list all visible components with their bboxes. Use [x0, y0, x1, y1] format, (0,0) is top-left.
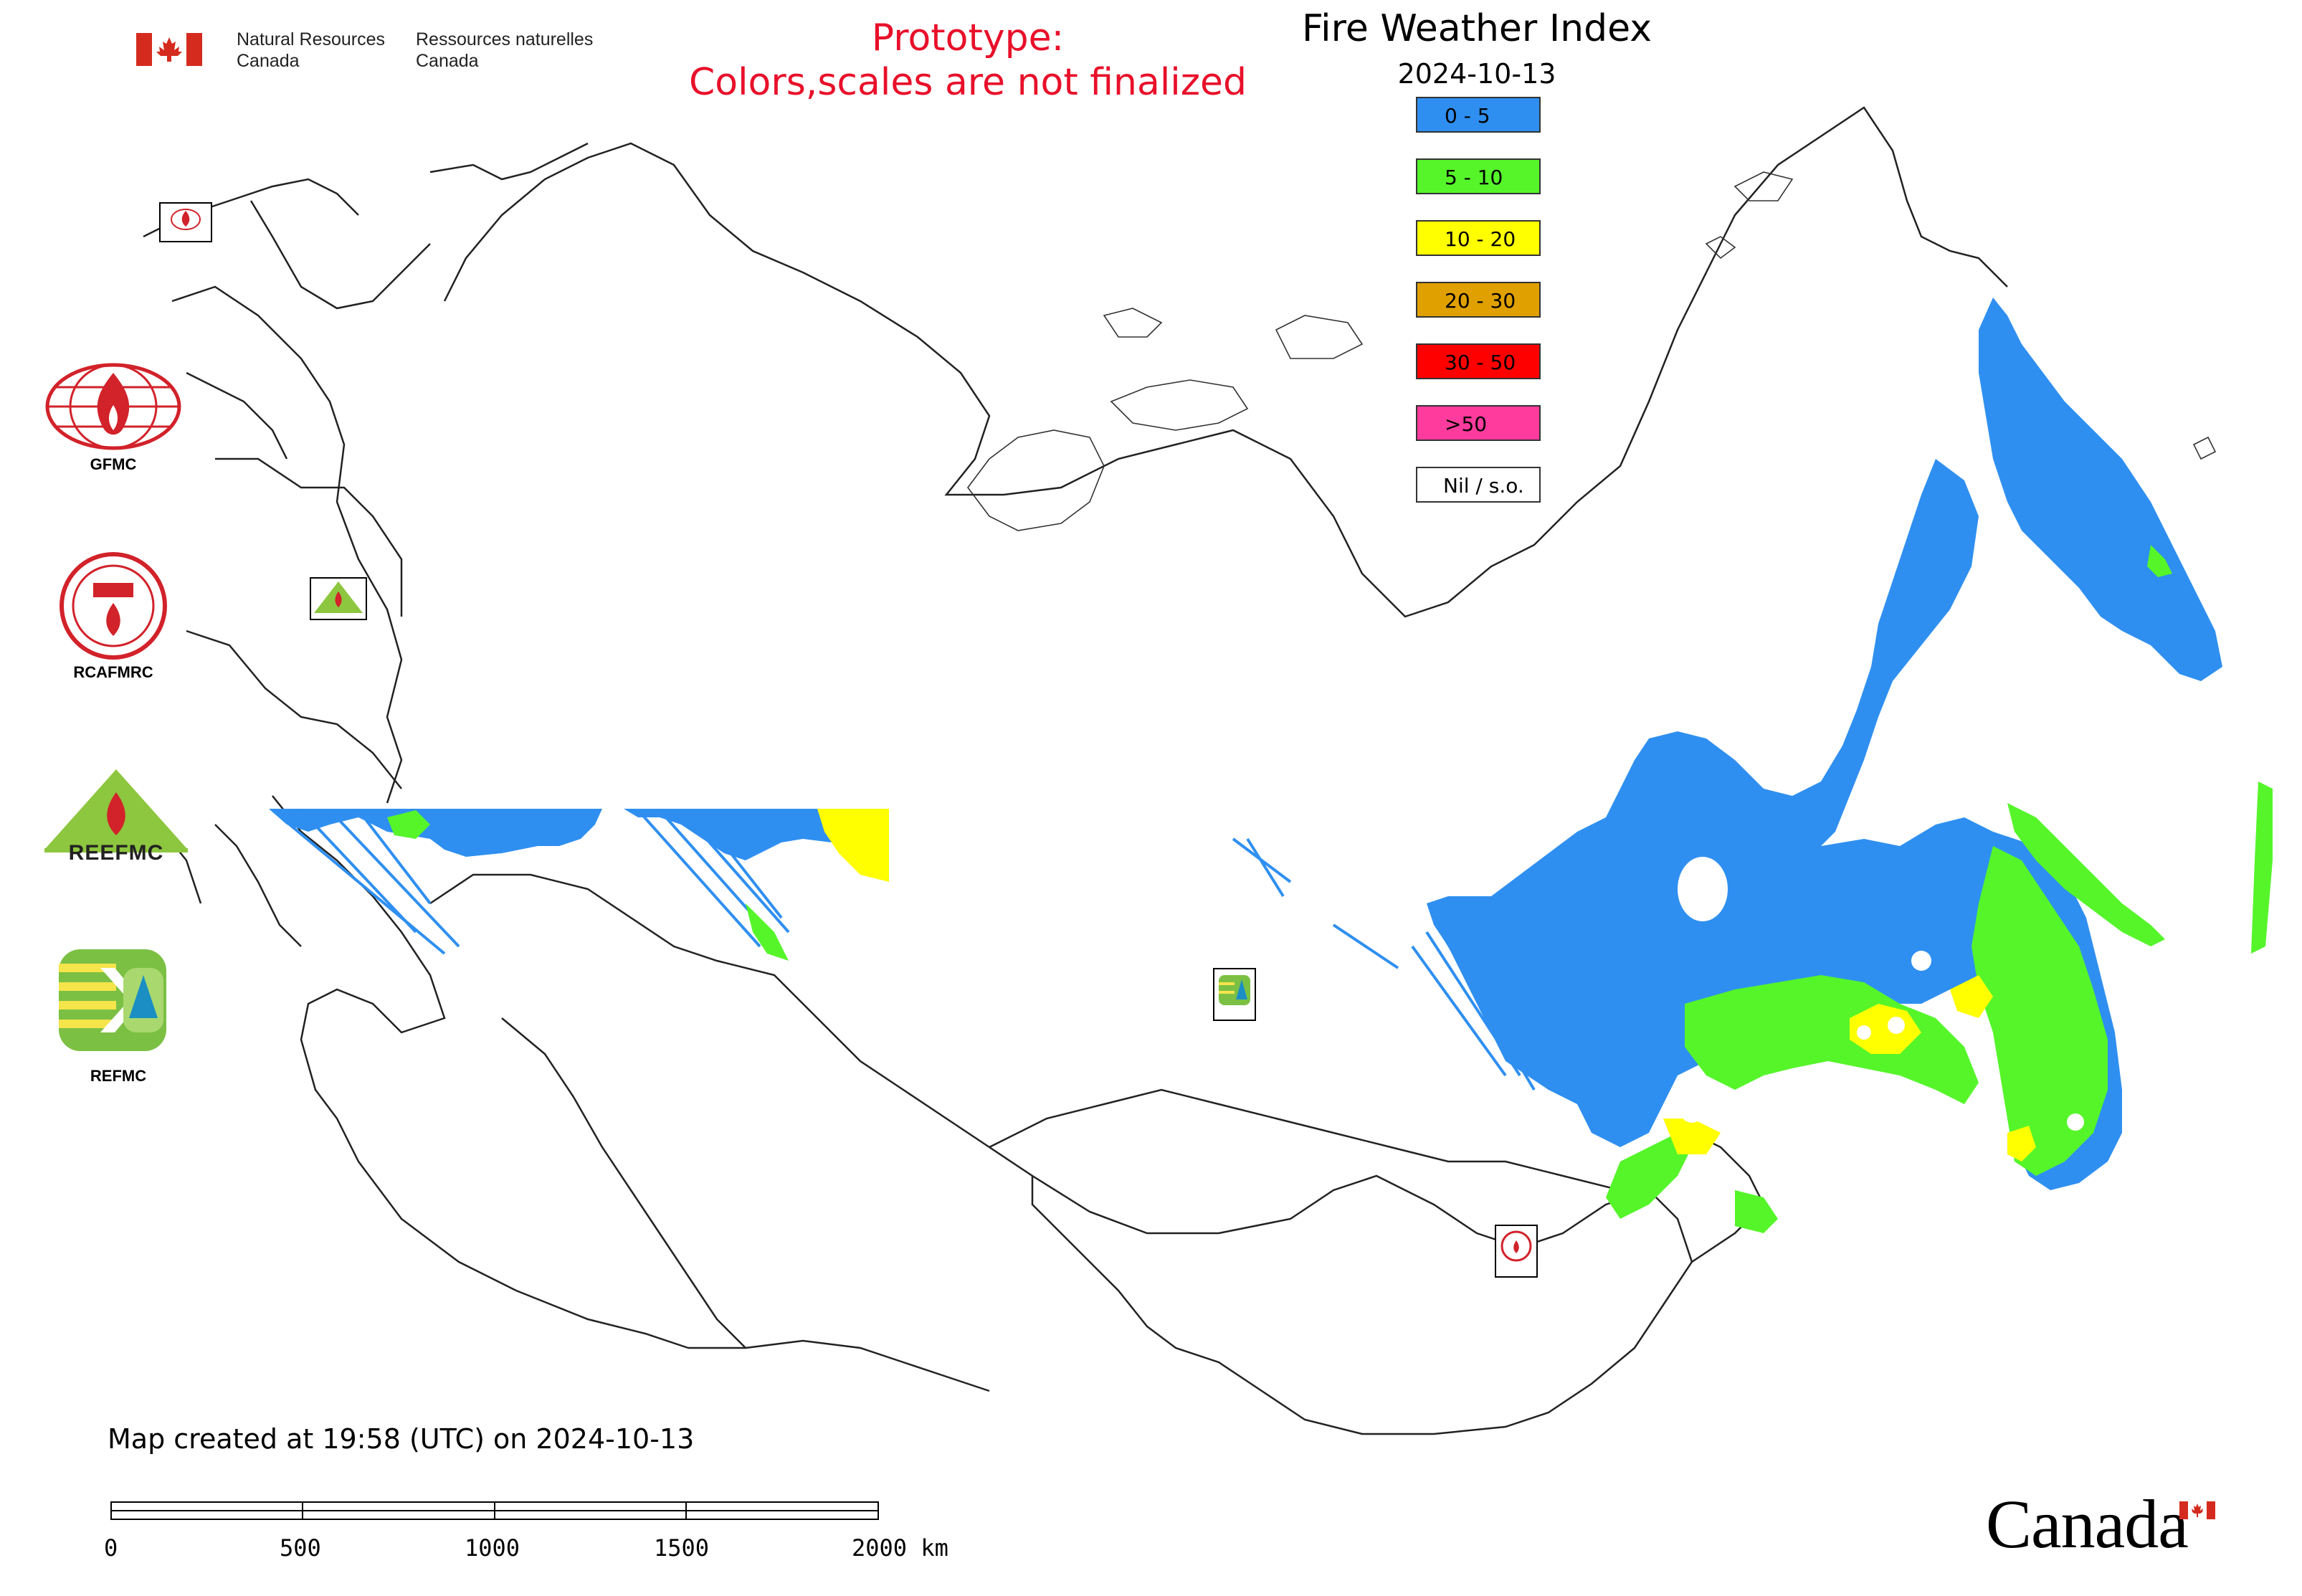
canada-wordmark-flag-icon: [2179, 1501, 2215, 1519]
legend-item-nil: Nil / s.o.: [1416, 467, 1541, 503]
scale-label-1000: 1000: [465, 1534, 520, 1562]
gfmc-map-marker[interactable]: [159, 202, 212, 242]
fwi-nil-holes: [1678, 857, 2084, 1131]
fwi-region-yellow-mongolia-border: [1663, 1118, 1721, 1154]
fwi-region-blue-yakutia: [1427, 459, 2122, 1190]
legend-item-0-5: 0 - 5: [1416, 97, 1541, 133]
scale-label-0: 0: [104, 1534, 118, 1562]
fwi-shading-yellow: [817, 809, 2036, 1162]
scale-label-500: 500: [280, 1534, 321, 1562]
map-date: 2024-10-13: [1397, 58, 1556, 90]
coastline-details: [967, 171, 2217, 531]
country-boundaries: [100, 106, 2008, 1435]
fwi-region-blue-west: [269, 809, 602, 857]
fwi-region-yellow-amur-2: [1950, 975, 1993, 1018]
map-title: Fire Weather Index: [1302, 7, 1652, 50]
legend-item-over-50: >50: [1416, 405, 1541, 441]
fwi-region-green-patch-east: [1735, 1190, 1778, 1233]
fwi-shading: [269, 298, 2222, 1190]
fwi-region-green-south: [1606, 1133, 1692, 1219]
legend-item-5-10: 5 - 10: [1416, 158, 1541, 194]
prototype-notice-line1: Prototype:: [871, 16, 1065, 60]
map-creation-timestamp: Map created at 19:58 (UTC) on 2024-10-13: [108, 1423, 695, 1455]
rcafmrc-marker-icon: [1500, 1230, 1532, 1262]
fwi-region-green-primorye: [1972, 846, 2108, 1176]
fwi-region-green-west-patch: [387, 810, 430, 839]
gfmc-label: GFMC: [90, 455, 137, 473]
scale-label-2000: 2000 km: [852, 1534, 948, 1562]
canada-flag-icon: [136, 33, 202, 66]
gfmc-globe-icon: [45, 363, 181, 450]
fwi-shading-green: [387, 545, 2273, 1233]
scale-label-1500: 1500: [654, 1534, 710, 1562]
scale-bar: [110, 1501, 879, 1520]
fwi-region-green-amur: [1685, 975, 1979, 1104]
nrcan-english-name: Natural Resources Canada: [237, 29, 386, 71]
canada-wordmark: Canada: [1986, 1486, 2189, 1562]
prototype-notice: Prototype: Colors,scales are not finaliz…: [645, 16, 1290, 105]
rcafmrc-seal-icon: [60, 552, 167, 660]
rcafmrc-logo[interactable]: RCAFMRC: [42, 548, 185, 692]
fwi-region-yellow-central: [817, 809, 889, 882]
gfmc-marker-icon: [171, 209, 201, 230]
refmc-marker-icon: [1219, 975, 1250, 1005]
reefmc-triangle-icon: [44, 769, 188, 852]
nrcan-french-name: Ressources naturelles Canada: [416, 29, 594, 71]
reefmc-map-marker[interactable]: [310, 577, 367, 620]
legend-item-30-50: 30 - 50: [1416, 343, 1541, 379]
fwi-region-blue-central: [624, 809, 832, 860]
fwi-region-green-kamchatka-tip: [2147, 545, 2172, 577]
fwi-region-blue-far-east: [1979, 298, 2222, 681]
refmc-logo[interactable]: REFMC: [57, 946, 179, 1090]
fwi-region-yellow-amur: [1850, 1004, 1921, 1054]
gfmc-logo[interactable]: GFMC: [42, 362, 185, 484]
fwi-region-green-islands: [2251, 782, 2273, 954]
reefmc-logo[interactable]: REEFMC: [37, 764, 195, 871]
refmc-map-marker[interactable]: [1213, 968, 1256, 1021]
nrcan-signature: Natural Resources Canada Ressources natu…: [136, 27, 609, 77]
fwi-region-yellow-primorye: [2007, 1126, 2036, 1162]
legend-item-20-30: 20 - 30: [1416, 282, 1541, 318]
refmc-label: REFMC: [90, 1067, 147, 1085]
reefmc-wordmark: REEFMC: [68, 841, 164, 865]
reefmc-marker-icon: [314, 581, 363, 613]
legend-item-10-20: 10 - 20: [1416, 220, 1541, 256]
rcafmrc-map-marker[interactable]: [1495, 1225, 1538, 1278]
prototype-notice-line2: Colors,scales are not finalized: [688, 61, 1247, 104]
rcafmrc-label: RCAFMRC: [73, 663, 153, 681]
refmc-emblem-icon: [59, 949, 166, 1051]
fwi-region-green-west-patch-2: [746, 903, 789, 961]
fwi-region-green-sakhalin: [2007, 803, 2165, 946]
